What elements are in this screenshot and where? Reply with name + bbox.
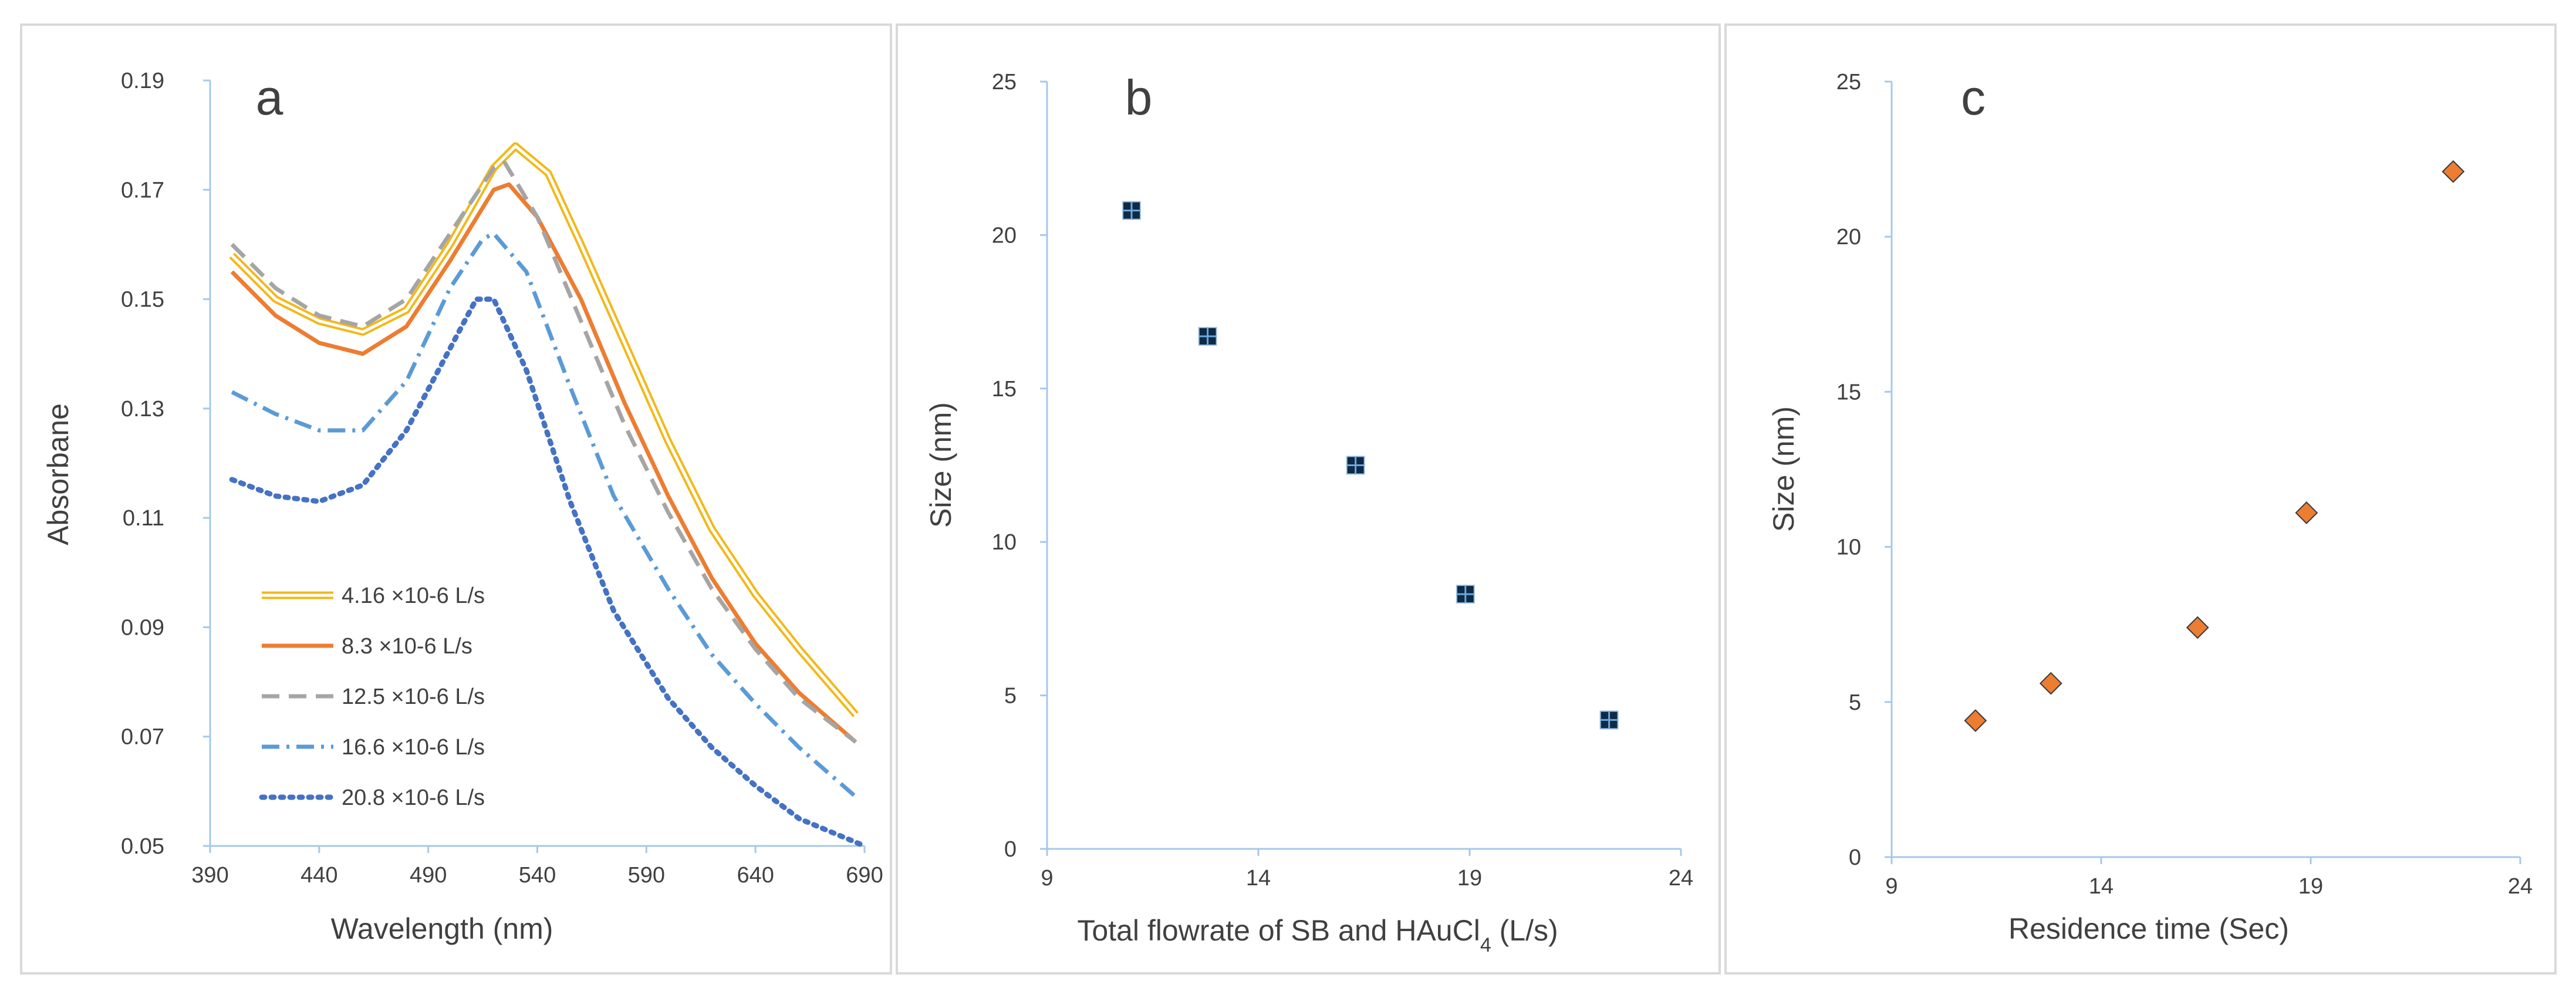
x-tick-label: 490 bbox=[410, 863, 447, 888]
x-tick-label: 19 bbox=[1457, 866, 1482, 891]
series-line-5 bbox=[229, 296, 867, 849]
panel-letter: a bbox=[256, 70, 283, 125]
chart-panel-c: 0 5 10 15 20 25 9 14 19 24 c Residence time (Sec) Si… bbox=[1724, 23, 2557, 975]
y-axis-label: Size (nm) bbox=[1767, 406, 1800, 532]
y-tick-label: 10 bbox=[1836, 535, 1861, 560]
data-point bbox=[2295, 501, 2318, 524]
x-tick-label: 690 bbox=[846, 863, 883, 888]
legend-label: 8.3 ×10-6 L/s bbox=[342, 634, 472, 659]
legend-label: 20.8 ×10-6 L/s bbox=[342, 785, 485, 810]
legend-label: 16.6 ×10-6 L/s bbox=[342, 735, 485, 760]
y-axis-label: Absorbane bbox=[42, 403, 75, 545]
x-tick-label: 440 bbox=[301, 863, 337, 888]
x-axis-label: Wavelength (nm) bbox=[331, 912, 553, 945]
y-tick-label: 0.17 bbox=[121, 178, 164, 203]
series-line-4 bbox=[231, 231, 857, 798]
y-tick-label: 20 bbox=[992, 223, 1017, 248]
y-tick-label: 0.19 bbox=[121, 69, 164, 93]
series-line-3 bbox=[230, 160, 857, 744]
y-tick-label: 0.07 bbox=[121, 725, 164, 750]
residence-size-chart: 0 5 10 15 20 25 9 14 19 24 c Residence time (Sec) Si… bbox=[1767, 70, 2533, 945]
y-tick-label: 0.11 bbox=[123, 506, 164, 531]
y-tick-label: 0 bbox=[1004, 837, 1017, 862]
flowrate-size-chart: 0 5 10 15 20 25 9 14 19 24 b Total flowrate of SB a… bbox=[924, 70, 1693, 956]
y-tick-label: 10 bbox=[992, 530, 1017, 555]
x-tick-label: 14 bbox=[2089, 874, 2114, 899]
x-tick-label: 24 bbox=[1669, 866, 1693, 891]
y-tick-label: 0.05 bbox=[121, 834, 164, 859]
series-line-2 bbox=[230, 182, 857, 744]
x-tick-label: 9 bbox=[1885, 874, 1898, 899]
data-point bbox=[1964, 709, 1987, 732]
data-point bbox=[2039, 672, 2062, 695]
series-line-1-inner bbox=[231, 144, 857, 716]
y-tick-label: 5 bbox=[1849, 690, 1861, 715]
legend-label: 12.5 ×10-6 L/s bbox=[342, 685, 485, 709]
y-tick-label: 0.13 bbox=[121, 397, 164, 422]
x-tick-label: 540 bbox=[519, 863, 556, 888]
absorbance-chart: 0.05 0.07 0.09 0.11 0.13 0.15 0.17 0.19 390 440 49… bbox=[42, 69, 883, 945]
panel-letter: c bbox=[1961, 70, 1986, 125]
y-tick-label: 25 bbox=[992, 70, 1017, 95]
x-axis-label: Total flowrate of SB and HAuCl4 (L/s) bbox=[1077, 914, 1558, 956]
x-tick-label: 590 bbox=[628, 863, 665, 888]
x-tick-label: 390 bbox=[191, 863, 228, 888]
x-tick-label: 14 bbox=[1246, 866, 1271, 891]
y-tick-label: 25 bbox=[1836, 70, 1861, 95]
panel-letter: b bbox=[1125, 70, 1153, 125]
chart-panel-b: 0 5 10 15 20 25 9 14 19 24 b Total flowrate of SB a… bbox=[896, 23, 1721, 975]
y-axis-label: Size (nm) bbox=[924, 402, 957, 528]
chart-panel-a: 0.05 0.07 0.09 0.11 0.13 0.15 0.17 0.19 390 440 49… bbox=[20, 23, 892, 975]
legend-label: 4.16 ×10-6 L/s bbox=[342, 584, 485, 608]
y-tick-label: 0.15 bbox=[121, 288, 164, 312]
y-tick-label: 0.09 bbox=[121, 615, 164, 640]
data-point bbox=[2442, 160, 2465, 183]
x-tick-label: 19 bbox=[2298, 874, 2323, 899]
data-point bbox=[2186, 616, 2209, 639]
y-tick-label: 15 bbox=[1836, 380, 1861, 404]
y-tick-label: 20 bbox=[1836, 225, 1861, 250]
y-tick-label: 0 bbox=[1849, 845, 1861, 870]
x-tick-label: 9 bbox=[1041, 866, 1053, 891]
x-tick-label: 640 bbox=[737, 863, 774, 888]
x-axis-label: Residence time (Sec) bbox=[2008, 912, 2289, 945]
y-tick-label: 15 bbox=[992, 377, 1017, 402]
y-tick-label: 5 bbox=[1004, 684, 1017, 709]
x-tick-label: 24 bbox=[2508, 874, 2533, 899]
